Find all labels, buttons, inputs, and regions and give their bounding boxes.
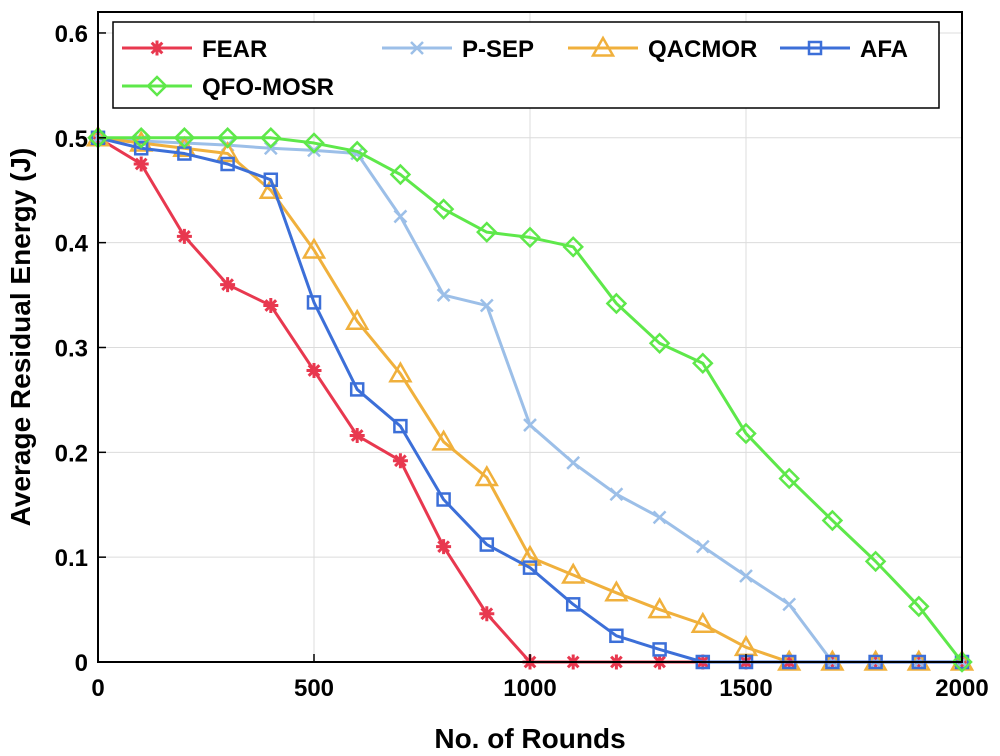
x-tick-label: 1000 [503, 675, 556, 702]
x-tick-label: 500 [294, 675, 334, 702]
legend-item-fear: FEAR [122, 36, 267, 63]
data-point-qacmor [215, 141, 240, 163]
data-point-qfo-mosr [260, 127, 282, 149]
data-point-p-sep [393, 209, 408, 224]
data-point-p-sep [695, 539, 710, 554]
data-point-afa [133, 141, 149, 156]
data-point-afa [522, 560, 538, 575]
data-point-p-sep [782, 597, 797, 612]
legend-item-p-sep: P-SEP [382, 36, 534, 63]
y-tick-label: 0.2 [55, 440, 88, 467]
legend-marker-afa [807, 40, 823, 56]
legend-marker-fear [149, 40, 165, 56]
data-point-qfo-mosr [864, 550, 887, 573]
data-point-qfo-mosr [821, 509, 844, 532]
data-point-fear [479, 606, 495, 622]
data-point-qfo-mosr [476, 221, 498, 243]
data-point-fear [176, 228, 192, 244]
data-point-qacmor [690, 611, 715, 634]
data-point-qacmor [604, 580, 629, 602]
data-point-qacmor [647, 597, 672, 619]
data-point-afa [263, 172, 279, 187]
data-point-afa [306, 295, 322, 310]
data-point-afa [652, 642, 667, 657]
legend-label-qfo-mosr: QFO-MOSR [202, 74, 334, 101]
data-point-fear [133, 156, 149, 172]
data-point-qacmor [345, 308, 370, 331]
legend-marker-p-sep [410, 41, 424, 55]
data-point-afa [609, 628, 624, 644]
data-point-fear [436, 539, 452, 555]
data-point-qacmor [474, 464, 499, 487]
data-point-p-sep [436, 288, 451, 302]
x-tick-label: 0 [91, 675, 104, 702]
data-point-afa [565, 597, 581, 612]
data-point-afa [393, 418, 408, 434]
x-tick-label: 2000 [935, 675, 988, 702]
data-point-p-sep [609, 487, 624, 502]
x-axis-label: No. of Rounds [434, 723, 625, 754]
data-point-qacmor [431, 429, 456, 451]
data-point-p-sep [523, 418, 537, 432]
legend-item-qacmor: QACMOR [568, 35, 757, 63]
data-point-qacmor [517, 544, 543, 566]
legend-label-fear: FEAR [202, 36, 267, 63]
data-point-qacmor [388, 361, 413, 383]
data-point-qfo-mosr [389, 163, 412, 186]
x-tick-label: 1500 [719, 675, 772, 702]
legend-label-afa: AFA [860, 36, 908, 63]
series-qfo-mosr [87, 127, 973, 673]
data-point-fear [220, 277, 236, 293]
data-point-p-sep [566, 455, 581, 470]
data-point-qfo-mosr [648, 332, 671, 355]
data-point-qfo-mosr [432, 198, 455, 220]
legend-item-qfo-mosr: QFO-MOSR [122, 74, 334, 101]
y-axis-label: Average Residual Energy (J) [5, 148, 36, 527]
data-point-afa [349, 382, 365, 397]
legend: FEAR P-SEP QACMOR AFA QFO-MOSR [112, 21, 940, 109]
data-point-qacmor [561, 562, 586, 584]
data-point-p-sep [479, 298, 494, 313]
data-point-qfo-mosr [908, 595, 930, 618]
data-point-fear [392, 453, 408, 469]
data-point-qfo-mosr [519, 226, 541, 249]
y-tick-label: 0.5 [55, 126, 88, 153]
y-tick-label: 0.4 [55, 231, 89, 258]
y-tick-label: 0.6 [55, 21, 88, 48]
legend-marker-qacmor [590, 35, 616, 57]
data-point-afa [436, 492, 451, 507]
data-point-qfo-mosr [692, 352, 714, 374]
data-point-qacmor [301, 237, 327, 259]
data-point-qfo-mosr [562, 236, 584, 258]
data-point-qfo-mosr [130, 127, 152, 149]
y-tick-label: 0.3 [55, 335, 88, 362]
legend-marker-qfo-mosr [146, 75, 168, 97]
data-point-qfo-mosr [346, 140, 368, 163]
series-line-qfo-mosr [98, 136, 964, 663]
data-point-afa [479, 537, 495, 552]
data-point-qfo-mosr [216, 127, 239, 149]
data-point-fear [263, 298, 279, 314]
y-tick-label: 0.1 [55, 545, 88, 572]
data-point-qfo-mosr [951, 651, 973, 673]
data-point-qfo-mosr [605, 292, 628, 315]
data-point-qfo-mosr [303, 132, 325, 154]
data-point-qacmor [258, 177, 283, 199]
data-point-qfo-mosr [735, 422, 757, 445]
data-point-fear [349, 428, 365, 444]
data-point-qfo-mosr [778, 467, 800, 490]
legend-box [112, 21, 940, 109]
legend-item-afa: AFA [780, 36, 908, 63]
legend-label-p-sep: P-SEP [462, 36, 534, 63]
data-point-qfo-mosr [173, 127, 196, 149]
y-tick-label: 0 [75, 650, 88, 677]
data-point-fear [306, 363, 322, 379]
data-point-afa [220, 156, 235, 172]
legend-label-qacmor: QACMOR [648, 36, 757, 63]
data-point-p-sep [739, 569, 753, 583]
axis-ticks: 0 500 1000 1500 2000 0 0.1 0.2 0.3 0.4 0.5 0.6 [55, 21, 989, 702]
data-point-p-sep [652, 510, 667, 525]
